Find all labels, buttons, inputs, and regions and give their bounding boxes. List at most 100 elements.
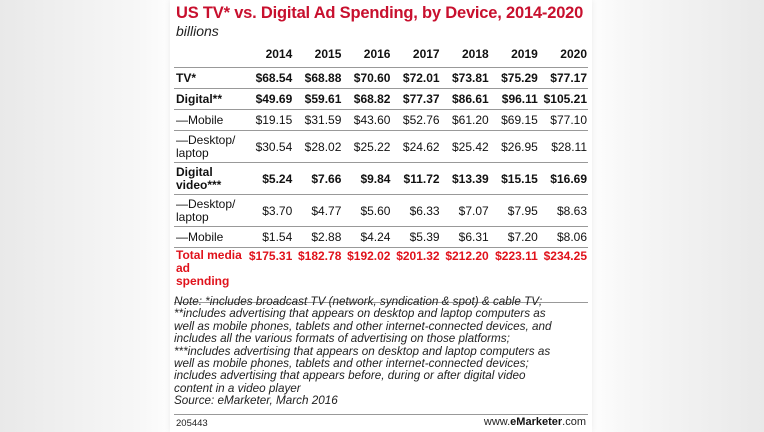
table-row: TV* $68.54 $68.88 $70.60 $72.01 $73.81 $75.29 $… xyxy=(174,67,588,89)
chart-id: 205443 xyxy=(176,418,208,429)
value-cell: $6.31 xyxy=(440,226,490,248)
chart-note: Note: *includes broadcast TV (network, s… xyxy=(174,295,588,408)
note-line: well as mobile phones, tablets and other… xyxy=(174,357,529,371)
row-label: TV* xyxy=(174,67,245,89)
header-row: 2014 2015 2016 2017 2018 2019 2020 xyxy=(174,42,588,68)
note-line: includes all the various formats of adve… xyxy=(174,332,510,346)
value-cell: $69.15 xyxy=(489,109,539,131)
value-cell: $234.25 xyxy=(538,247,588,303)
value-cell: $25.42 xyxy=(440,130,490,163)
value-cell: $26.95 xyxy=(489,130,539,163)
column-header: 2014 xyxy=(244,42,294,68)
value-cell: $30.54 xyxy=(244,130,294,163)
value-cell: $68.88 xyxy=(293,67,343,89)
column-header: 2016 xyxy=(342,42,392,68)
value-cell: $72.01 xyxy=(391,67,441,89)
footer-divider xyxy=(174,414,588,415)
value-cell: $4.24 xyxy=(342,226,392,248)
value-cell: $16.69 xyxy=(538,162,588,195)
value-cell: $68.82 xyxy=(342,88,392,110)
table-row: Total media ad spending $175.31 $182.78 $19… xyxy=(174,247,588,303)
column-header: 2015 xyxy=(293,42,343,68)
note-line: **includes advertising that appears on d… xyxy=(174,307,546,321)
value-cell: $8.06 xyxy=(538,226,588,248)
row-label: Digital video*** xyxy=(174,162,245,195)
value-cell: $13.39 xyxy=(440,162,490,195)
value-cell: $52.76 xyxy=(391,109,441,131)
value-cell: $8.63 xyxy=(538,194,588,227)
note-line: ***includes advertising that appears on … xyxy=(174,344,551,358)
value-cell: $182.78 xyxy=(293,247,343,303)
value-cell: $5.60 xyxy=(342,194,392,227)
value-cell: $24.62 xyxy=(391,130,441,163)
brand-name: eMarketer xyxy=(510,416,563,428)
table-row: Digital video*** $5.24 $7.66 $9.84 $11.72 $13… xyxy=(174,162,588,195)
value-cell: $212.20 xyxy=(440,247,490,303)
row-label: Total media ad spending xyxy=(174,247,245,303)
row-label: Digital** xyxy=(174,88,245,110)
value-cell: $68.54 xyxy=(244,67,294,89)
row-label: —Mobile xyxy=(174,226,245,248)
value-cell: $43.60 xyxy=(342,109,392,131)
table-row: —Mobile $1.54 $2.88 $4.24 $5.39 $6.31 $7.20 $8.… xyxy=(174,226,588,248)
column-header: 2017 xyxy=(391,42,441,68)
value-cell: $77.10 xyxy=(538,109,588,131)
value-cell: $192.02 xyxy=(342,247,392,303)
value-cell: $73.81 xyxy=(440,67,490,89)
table-row: —Desktop/ laptop $30.54 $28.02 $25.22 $24.62… xyxy=(174,130,588,163)
value-cell: $7.95 xyxy=(489,194,539,227)
value-cell: $7.66 xyxy=(293,162,343,195)
note-line: Source: eMarketer, March 2016 xyxy=(174,394,338,408)
value-cell: $75.29 xyxy=(489,67,539,89)
value-cell: $223.11 xyxy=(489,247,539,303)
note-line: Note: *includes broadcast TV (network, s… xyxy=(174,295,543,308)
table-row: —Mobile $19.15 $31.59 $43.60 $52.76 $61.20 $69… xyxy=(174,109,588,131)
value-cell: $28.11 xyxy=(538,130,588,163)
row-label: —Desktop/ laptop xyxy=(174,194,245,227)
value-cell: $28.02 xyxy=(293,130,343,163)
column-header: 2020 xyxy=(538,42,588,68)
value-cell: $7.20 xyxy=(489,226,539,248)
value-cell: $77.37 xyxy=(391,88,441,110)
value-cell: $5.39 xyxy=(391,226,441,248)
chart-title: US TV* vs. Digital Ad Spending, by Devic… xyxy=(176,4,584,22)
brand-suffix: .com xyxy=(562,416,586,428)
value-cell: $25.22 xyxy=(342,130,392,163)
note-line: includes advertising that appears before… xyxy=(174,369,526,383)
value-cell: $201.32 xyxy=(391,247,441,303)
column-header: 2018 xyxy=(440,42,490,68)
value-cell: $11.72 xyxy=(391,162,441,195)
header-label-cell xyxy=(174,42,245,68)
value-cell: $15.15 xyxy=(489,162,539,195)
row-label: —Desktop/ laptop xyxy=(174,130,245,163)
data-table: 2014 2015 2016 2017 2018 2019 2020 TV* $68.54 $6… xyxy=(174,42,588,303)
value-cell: $77.17 xyxy=(538,67,588,89)
table-body: TV* $68.54 $68.88 $70.60 $72.01 $73.81 $75.29 $… xyxy=(174,67,588,303)
value-cell: $4.77 xyxy=(293,194,343,227)
value-cell: $2.88 xyxy=(293,226,343,248)
value-cell: $86.61 xyxy=(440,88,490,110)
value-cell: $3.70 xyxy=(244,194,294,227)
table-row: —Desktop/ laptop $3.70 $4.77 $5.60 $6.33 $7.0… xyxy=(174,194,588,227)
chart-subtitle: billions xyxy=(176,23,219,39)
value-cell: $70.60 xyxy=(342,67,392,89)
value-cell: $105.21 xyxy=(538,88,588,110)
note-line: content in a video player xyxy=(174,381,301,395)
row-label: —Mobile xyxy=(174,109,245,131)
note-line: well as mobile phones, tablets and other… xyxy=(174,319,552,333)
value-cell: $61.20 xyxy=(440,109,490,131)
value-cell: $6.33 xyxy=(391,194,441,227)
value-cell: $5.24 xyxy=(244,162,294,195)
chart-card: US TV* vs. Digital Ad Spending, by Devic… xyxy=(170,0,592,432)
brand-logo: www.eMarketer.com xyxy=(484,416,586,428)
brand-prefix: www. xyxy=(483,416,511,428)
value-cell: $9.84 xyxy=(342,162,392,195)
value-cell: $19.15 xyxy=(244,109,294,131)
column-header: 2019 xyxy=(489,42,539,68)
value-cell: $96.11 xyxy=(489,88,539,110)
value-cell: $59.61 xyxy=(293,88,343,110)
value-cell: $49.69 xyxy=(244,88,294,110)
table-row: Digital** $49.69 $59.61 $68.82 $77.37 $86.61 $… xyxy=(174,88,588,110)
value-cell: $1.54 xyxy=(244,226,294,248)
value-cell: $7.07 xyxy=(440,194,490,227)
